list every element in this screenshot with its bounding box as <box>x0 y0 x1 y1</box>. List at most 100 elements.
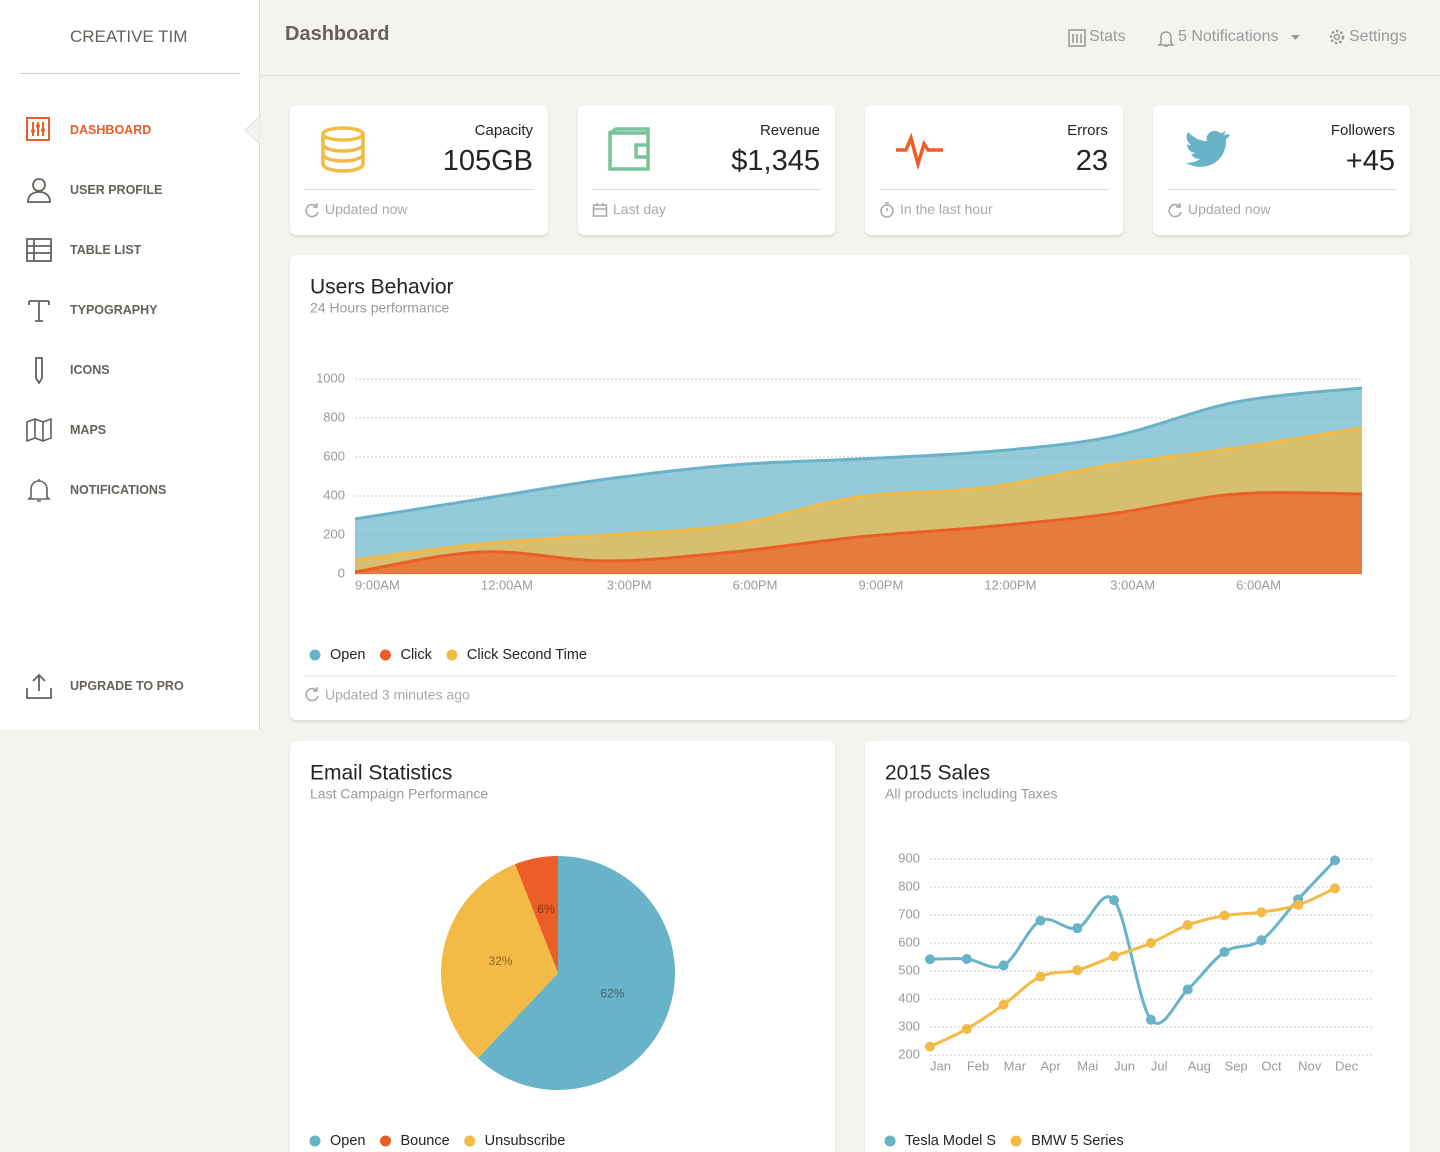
menu-label: DASHBOARD <box>70 123 152 137</box>
slice-label: 32% <box>489 954 513 968</box>
stat-value: 105GB <box>442 145 533 177</box>
timer-icon <box>880 202 894 218</box>
menu-item[interactable]: USER PROFILE <box>0 170 259 210</box>
y-tick-label: 800 <box>323 409 345 424</box>
menu-item[interactable]: TABLE LIST <box>0 230 259 270</box>
stat-footer: Updated now <box>325 201 408 217</box>
y-tick-label: 400 <box>323 487 345 502</box>
divider <box>20 73 240 74</box>
point <box>1072 923 1083 934</box>
active-indicator <box>244 116 260 144</box>
x-tick-label: Jun <box>1114 1058 1135 1073</box>
x-tick-label: Mai <box>1077 1058 1098 1073</box>
menu-item[interactable]: UPGRADE TO PRO <box>0 666 259 706</box>
x-tick-label: Jul <box>1151 1058 1168 1073</box>
point <box>1182 984 1193 995</box>
stat-title: Followers <box>1330 122 1395 139</box>
stat-title: Capacity <box>474 122 533 139</box>
stats-icon <box>1068 29 1086 47</box>
stat-footer: Last day <box>613 201 666 217</box>
chart-card: Email Statistics Last Campaign Performanc… <box>290 741 835 1152</box>
x-tick-label: 6:00PM <box>733 577 778 592</box>
y-tick-label: 400 <box>898 990 920 1005</box>
legend-marker <box>446 649 458 661</box>
brand[interactable]: CREATIVE TIM <box>70 27 188 46</box>
point <box>1035 971 1046 982</box>
divider <box>1167 189 1396 190</box>
series-line <box>354 491 1363 574</box>
nav-link[interactable]: 5 Notifications <box>1178 28 1279 45</box>
point <box>1256 935 1267 946</box>
legend-marker <box>309 649 321 661</box>
point <box>1145 938 1156 948</box>
gear-icon <box>1329 29 1345 45</box>
point <box>1256 907 1267 918</box>
menu-item[interactable]: MAPS <box>0 410 259 450</box>
y-tick-label: 300 <box>898 1018 920 1033</box>
navbar: Dashboard Stats 5 Notifications Settings <box>260 0 1440 76</box>
menu-item[interactable]: DASHBOARD <box>0 110 259 150</box>
stat-footer: Updated now <box>1188 201 1271 217</box>
stat-title: Revenue <box>759 122 820 139</box>
refresh-icon <box>305 687 319 702</box>
stat-card: Capacity 105GB Updated now <box>290 105 548 235</box>
nav-link[interactable]: Stats <box>1089 28 1126 45</box>
menu-label: MAPS <box>70 423 107 437</box>
y-tick-label: 600 <box>898 934 920 949</box>
y-tick-label: 200 <box>323 526 345 541</box>
series-line <box>354 386 1363 521</box>
pie-slice <box>441 864 558 1059</box>
x-tick-label: Dec <box>1335 1058 1359 1073</box>
caret <box>1291 35 1300 40</box>
point <box>1293 899 1304 910</box>
twitter-icon <box>1186 130 1230 167</box>
stat-value: +45 <box>1345 145 1395 177</box>
legend-marker <box>1010 1135 1022 1147</box>
y-tick-label: 900 <box>898 850 920 865</box>
menu-item[interactable]: ICONS <box>0 350 259 390</box>
x-tick-label: Mar <box>1004 1058 1027 1073</box>
legend-label: Click Second Time <box>467 647 587 663</box>
point <box>1330 855 1340 866</box>
legend-label: Click <box>400 647 432 663</box>
menu-label: TABLE LIST <box>70 243 142 257</box>
nav-link[interactable]: Settings <box>1349 28 1407 45</box>
wallet-icon <box>608 127 650 171</box>
x-tick-label: Apr <box>1040 1058 1061 1073</box>
point <box>961 953 972 964</box>
x-tick-label: 3:00PM <box>607 577 652 592</box>
menu-item[interactable]: NOTIFICATIONS <box>0 470 259 510</box>
menu-label: USER PROFILE <box>70 183 163 197</box>
y-tick-label: 500 <box>898 962 920 977</box>
icon <box>26 417 52 443</box>
page-title: Dashboard <box>285 23 390 45</box>
y-tick-label: 200 <box>898 1046 920 1061</box>
menu-item[interactable]: TYPOGRAPHY <box>0 290 259 330</box>
point <box>1330 883 1340 894</box>
x-tick-label: 9:00PM <box>859 577 904 592</box>
point <box>1182 920 1193 931</box>
x-tick-label: Feb <box>967 1058 989 1073</box>
menu-label: UPGRADE TO PRO <box>70 679 184 693</box>
x-tick-label: Jan <box>930 1058 951 1073</box>
x-tick-label: 3:00AM <box>1110 577 1155 592</box>
legend-marker <box>379 649 391 661</box>
legend-label: Open <box>330 647 365 663</box>
point <box>1219 946 1230 957</box>
icon <box>27 178 51 203</box>
pie-slice <box>477 856 675 1090</box>
chart-card: 2015 Sales All products including Taxes 20… <box>865 741 1410 1152</box>
chart-title: Email Statistics <box>310 762 452 785</box>
menu-label: ICONS <box>70 363 110 377</box>
x-tick-label: Oct <box>1261 1058 1282 1073</box>
calendar-icon <box>592 203 608 217</box>
legend-label: Open <box>330 1133 365 1149</box>
y-tick-label: 0 <box>338 565 345 580</box>
chart-card: Users Behavior 24 Hours performance 0 200 40… <box>290 255 1410 720</box>
chart-subtitle: Last Campaign Performance <box>310 786 488 802</box>
x-tick-label: 12:00PM <box>984 577 1036 592</box>
legend-label: Bounce <box>400 1133 449 1149</box>
icon <box>26 673 52 699</box>
